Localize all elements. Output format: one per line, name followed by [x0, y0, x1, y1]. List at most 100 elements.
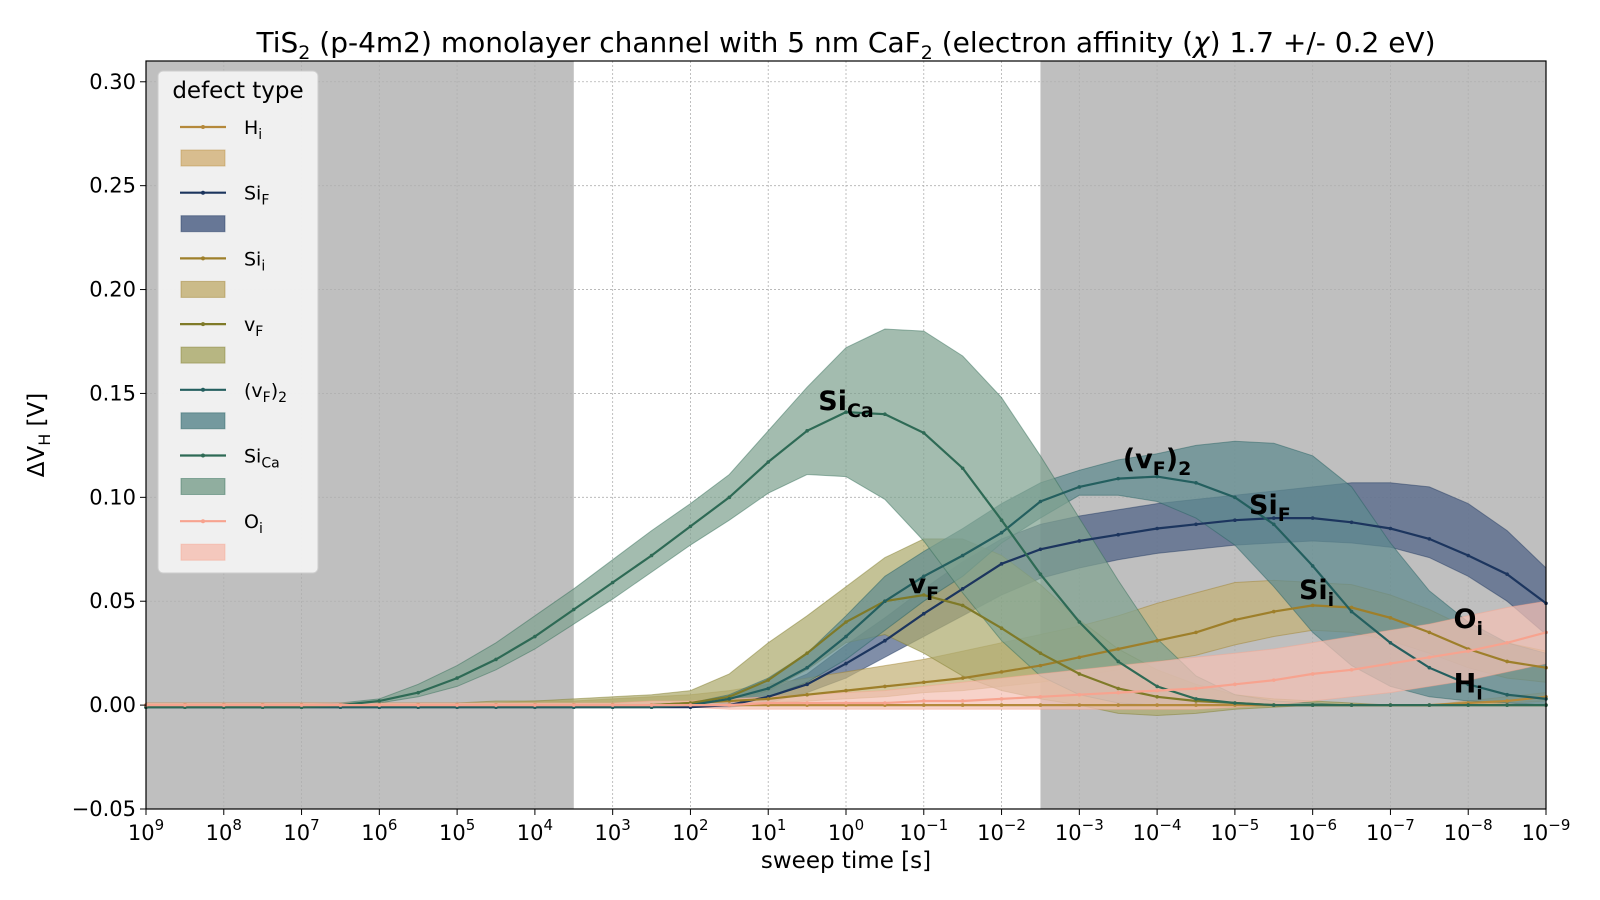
- point-series-7-3: [221, 703, 226, 707]
- point-series-2-27: [1155, 526, 1159, 531]
- point-series-2-36: [1505, 572, 1509, 577]
- point-series-5-28: [1194, 480, 1198, 485]
- legend-band-6: [180, 478, 226, 495]
- point-series-7-9: [455, 703, 459, 707]
- x-tick-label-1: 109: [128, 816, 164, 845]
- point-series-6-34: [1427, 703, 1432, 707]
- x-tick-label-3: 107: [283, 816, 319, 845]
- point-series-7-30: [1271, 678, 1276, 682]
- point-series-5-23: [999, 530, 1004, 535]
- point-series-5-18: [805, 665, 809, 670]
- point-series-7-22: [960, 699, 965, 703]
- y-tick-label-2: 0.00: [89, 693, 136, 717]
- annotation-1: SiCa: [818, 386, 873, 422]
- x-tick-label-9: 101: [750, 816, 786, 845]
- annotation-7: Hi: [1454, 669, 1483, 705]
- point-series-3-26: [1116, 647, 1121, 651]
- point-series-7-7: [377, 703, 382, 707]
- point-series-7-35: [1466, 649, 1471, 653]
- point-series-2-28: [1194, 522, 1198, 527]
- point-series-7-31: [1310, 672, 1315, 676]
- point-series-7-10: [494, 703, 498, 707]
- point-series-6-25: [1077, 620, 1082, 624]
- point-series-1-27: [1155, 703, 1159, 707]
- legend-label-5: (vF)2: [244, 380, 287, 406]
- point-series-7-33: [1388, 661, 1393, 666]
- point-series-6-20: [883, 412, 887, 417]
- point-series-7-11: [533, 703, 537, 707]
- x-tick-label-10: 100: [828, 816, 864, 845]
- legend-label-6: SiCa: [244, 446, 280, 472]
- point-series-3-28: [1194, 630, 1198, 635]
- point-series-6-10: [494, 657, 498, 662]
- point-series-6-35: [1466, 703, 1471, 707]
- point-series-7-25: [1077, 692, 1082, 697]
- point-series-6-12: [571, 607, 576, 612]
- annotations: SiCa (vF)2 SiF vF Sii Oi Hi: [818, 386, 1483, 705]
- annotation-2: (vF)2: [1123, 444, 1192, 480]
- point-series-3-21: [921, 680, 926, 685]
- x-tick-label-16: 10−6: [1288, 816, 1337, 845]
- annotation-5: Sii: [1299, 575, 1334, 611]
- point-series-5-16: [727, 697, 732, 701]
- point-series-7-29: [1233, 682, 1237, 687]
- legend-marker-1: [201, 125, 205, 129]
- point-series-1-23: [999, 703, 1004, 707]
- point-series-4-23: [999, 626, 1004, 631]
- point-series-3-29: [1233, 618, 1237, 622]
- point-series-7-36: [1505, 640, 1509, 645]
- legend-marker-6: [201, 453, 205, 458]
- x-tick-label-2: 108: [206, 816, 242, 845]
- point-series-2-26: [1116, 532, 1121, 537]
- point-series-3-36: [1505, 659, 1509, 664]
- x-tick-label-19: 10−9: [1522, 816, 1571, 845]
- x-tick-label-12: 10−2: [977, 816, 1026, 845]
- point-series-3-33: [1388, 616, 1393, 620]
- point-series-6-14: [649, 553, 654, 558]
- point-series-3-32: [1349, 605, 1354, 610]
- legend-title: defect type: [172, 78, 303, 104]
- point-series-6-16: [727, 495, 732, 500]
- point-series-2-30: [1271, 516, 1276, 520]
- y-tick-label-7: 0.25: [89, 174, 136, 198]
- point-series-6-7: [377, 699, 382, 703]
- axis-ticks: 109 108 107 106 105 104 103 102 101 100 10−1 10−2 10…: [72, 70, 1571, 845]
- legend-label-7: Oi: [244, 511, 263, 537]
- point-series-2-31: [1310, 516, 1315, 520]
- point-series-3-24: [1038, 663, 1043, 668]
- legend-marker-3: [201, 256, 205, 261]
- chart-title: TiS2 (p-4m2) monolayer channel with 5 nm…: [256, 26, 1436, 64]
- point-series-3-20: [883, 684, 887, 689]
- point-series-7-20: [883, 701, 887, 705]
- point-series-2-23: [999, 562, 1004, 566]
- point-series-4-25: [1077, 672, 1082, 676]
- legend-band-3: [180, 280, 226, 298]
- point-series-2-19: [844, 661, 848, 666]
- point-series-4-17: [766, 678, 771, 682]
- point-series-6-9: [455, 676, 459, 680]
- point-series-2-18: [805, 682, 809, 687]
- legend-marker-2: [201, 190, 205, 195]
- point-series-3-34: [1427, 630, 1432, 635]
- x-tick-label-7: 103: [595, 816, 631, 845]
- point-series-2-33: [1388, 526, 1393, 531]
- legend-band-4: [180, 346, 226, 364]
- point-series-3-23: [999, 670, 1004, 674]
- legend-label-3: Sii: [244, 248, 265, 274]
- legend-band-5: [180, 412, 226, 430]
- point-series-7-23: [999, 697, 1004, 701]
- point-series-5-20: [883, 599, 887, 604]
- legend-label-2: SiF: [244, 183, 269, 209]
- point-series-2-34: [1427, 537, 1432, 541]
- point-series-3-17: [766, 697, 771, 701]
- point-series-5-27: [1155, 474, 1159, 479]
- point-series-6-22: [960, 466, 965, 471]
- point-series-7-8: [416, 703, 421, 707]
- point-series-6-15: [688, 524, 693, 529]
- point-series-7-32: [1349, 667, 1354, 672]
- point-series-7-15: [688, 703, 693, 707]
- legend-marker-5: [201, 387, 205, 392]
- point-series-3-22: [960, 676, 965, 680]
- point-series-2-25: [1077, 539, 1082, 543]
- point-series-2-24: [1038, 547, 1043, 552]
